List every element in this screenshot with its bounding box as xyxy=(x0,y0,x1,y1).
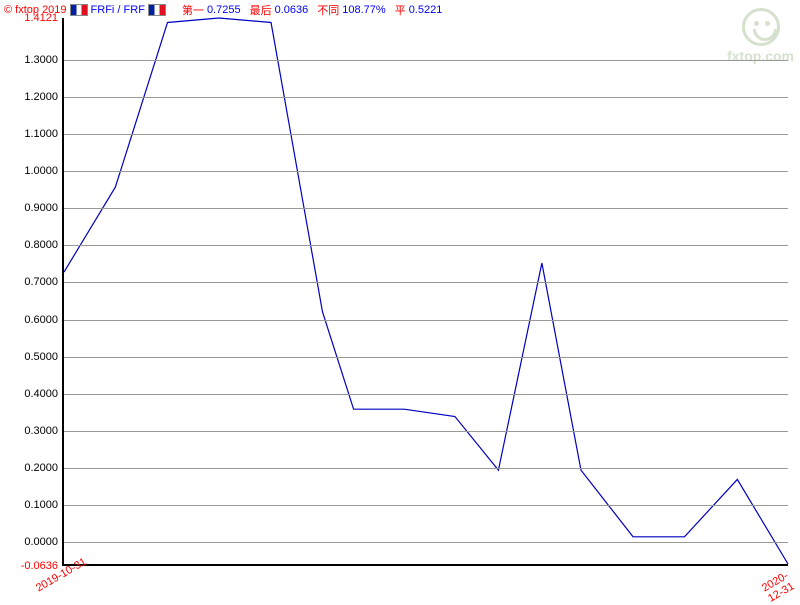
y-tick-label: 0.0000 xyxy=(4,536,58,548)
stat-last-label: 最后 xyxy=(250,2,272,18)
y-max-label: 1.4121 xyxy=(4,12,58,24)
stat-first-value: 0.7255 xyxy=(207,4,241,16)
y-tick-label: 0.3000 xyxy=(4,425,58,437)
gridline xyxy=(64,357,788,358)
gridline xyxy=(64,431,788,432)
flag-left-icon xyxy=(70,4,88,16)
stat-avg-label: 平 xyxy=(395,2,406,18)
y-tick-label: 0.5000 xyxy=(4,351,58,363)
flag-right-icon xyxy=(148,4,166,16)
x-tick-label: 2020-12-31 xyxy=(760,564,800,603)
gridline xyxy=(64,208,788,209)
stat-diff-value: 108.77% xyxy=(342,4,385,16)
gridline xyxy=(64,542,788,543)
gridline xyxy=(64,97,788,98)
currency-pair-label: FRFi / FRF xyxy=(91,4,145,16)
y-tick-label: 1.2000 xyxy=(4,91,58,103)
gridline xyxy=(64,245,788,246)
stat-diff-label: 不同 xyxy=(317,2,339,18)
y-tick-label: 1.1000 xyxy=(4,128,58,140)
y-tick-label: 0.2000 xyxy=(4,462,58,474)
y-min-label: -0.0636 xyxy=(4,560,58,572)
gridline xyxy=(64,320,788,321)
data-line xyxy=(64,18,788,564)
y-tick-label: 0.4000 xyxy=(4,388,58,400)
y-tick-label: 0.8000 xyxy=(4,239,58,251)
y-tick-label: 0.7000 xyxy=(4,276,58,288)
gridline xyxy=(64,171,788,172)
chart-header: © fxtop 2019 FRFi / FRF 第一 0.7255 最后 0.0… xyxy=(0,2,800,18)
stat-first-label: 第一 xyxy=(182,2,204,18)
y-tick-label: 0.6000 xyxy=(4,314,58,326)
y-tick-label: 0.1000 xyxy=(4,499,58,511)
y-tick-label: 1.0000 xyxy=(4,165,58,177)
gridline xyxy=(64,282,788,283)
stat-last-value: 0.0636 xyxy=(275,4,309,16)
gridline xyxy=(64,468,788,469)
gridline xyxy=(64,394,788,395)
chart-container: © fxtop 2019 FRFi / FRF 第一 0.7255 最后 0.0… xyxy=(0,0,800,600)
gridline xyxy=(64,60,788,61)
line-chart-svg xyxy=(64,18,788,564)
gridline xyxy=(64,134,788,135)
stat-avg-value: 0.5221 xyxy=(409,4,443,16)
plot-area xyxy=(62,18,788,566)
gridline xyxy=(64,505,788,506)
y-tick-label: 1.3000 xyxy=(4,54,58,66)
y-tick-label: 0.9000 xyxy=(4,202,58,214)
